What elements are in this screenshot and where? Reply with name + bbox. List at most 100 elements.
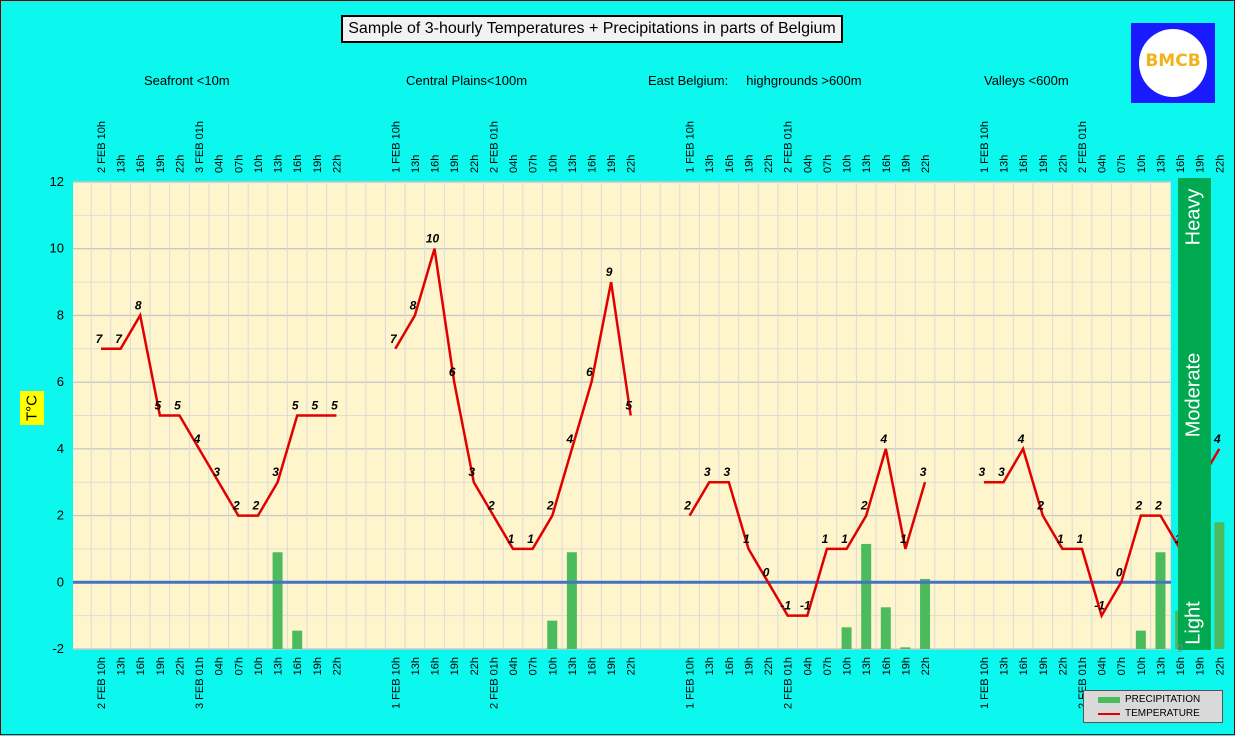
x-tick-label-top: 13h — [999, 155, 1011, 173]
x-tick-label-bottom: 10h — [547, 657, 559, 675]
x-tick-label-bottom: 22h — [174, 657, 186, 675]
x-tick-label-top: 16h — [724, 155, 736, 173]
x-tick-label-bottom: 2 FEB 01h — [783, 657, 795, 709]
intensity-light: Light — [1182, 601, 1205, 645]
precipitation-bar — [900, 647, 911, 649]
x-tick-label-bottom: 07h — [528, 657, 540, 675]
x-tick-label-bottom: 2 FEB 01h — [488, 657, 500, 709]
temperature-data-label: 4 — [566, 432, 574, 446]
temperature-data-label: 5 — [331, 399, 338, 413]
temperature-data-label: -1 — [800, 599, 811, 613]
x-tick-label-bottom: 16h — [587, 657, 599, 675]
x-tick-label-bottom: 19h — [449, 657, 461, 675]
temperature-data-label: 3 — [468, 465, 475, 479]
temperature-data-label: 3 — [704, 465, 711, 479]
x-tick-label-bottom: 19h — [1195, 657, 1207, 675]
temperature-data-label: 1 — [822, 532, 829, 546]
temperature-data-label: 2 — [252, 499, 260, 513]
x-tick-label-top: 19h — [1195, 155, 1207, 173]
x-tick-label-bottom: 22h — [331, 657, 343, 675]
x-tick-label-bottom: 16h — [1018, 657, 1030, 675]
x-tick-label-top: 04h — [508, 155, 520, 173]
temperature-data-label: 2 — [683, 499, 691, 513]
x-tick-label-top: 07h — [822, 155, 834, 173]
x-tick-label-top: 19h — [449, 155, 461, 173]
chart-title: Sample of 3-hourly Temperatures + Precip… — [341, 15, 843, 43]
x-tick-label-bottom: 19h — [1038, 657, 1050, 675]
x-tick-label-bottom: 13h — [567, 657, 579, 675]
x-tick-label-bottom: 2 FEB 10h — [96, 657, 108, 709]
x-tick-label-bottom: 13h — [410, 657, 422, 675]
precipitation-bar — [1135, 630, 1146, 649]
temperature-data-label: 6 — [449, 365, 456, 379]
chart-legend: PRECIPITATION TEMPERATURE — [1083, 690, 1223, 723]
x-tick-label-bottom: 04h — [802, 657, 814, 675]
x-tick-label-bottom: 10h — [253, 657, 265, 675]
x-tick-label-top: 2 FEB 01h — [1077, 121, 1089, 173]
x-tick-label-top: 10h — [1136, 155, 1148, 173]
x-tick-label-top: 16h — [1175, 155, 1187, 173]
x-tick-label-bottom: 1 FEB 10h — [979, 657, 991, 709]
temperature-data-label: 2 — [1154, 499, 1162, 513]
x-tick-label-bottom: 16h — [1175, 657, 1187, 675]
x-tick-label-top: 13h — [410, 155, 422, 173]
x-tick-label-top: 19h — [1038, 155, 1050, 173]
x-tick-label-top: 07h — [1116, 155, 1128, 173]
x-tick-label-top: 1 FEB 10h — [390, 121, 402, 173]
x-tick-label-bottom: 22h — [1057, 657, 1069, 675]
temperature-data-label: 1 — [527, 532, 534, 546]
x-tick-label-top: 1 FEB 10h — [979, 121, 991, 173]
x-tick-label-top: 13h — [861, 155, 873, 173]
x-tick-label-bottom: 13h — [704, 657, 716, 675]
temperature-data-label: -1 — [780, 599, 791, 613]
x-tick-label-bottom: 16h — [292, 657, 304, 675]
temperature-data-label: 3 — [723, 465, 730, 479]
precipitation-bar — [880, 607, 891, 649]
x-tick-label-top: 04h — [214, 155, 226, 173]
bmcb-logo: BMCB — [1131, 23, 1215, 103]
y-tick-label: 2 — [57, 508, 64, 523]
x-tick-label-bottom: 13h — [116, 657, 128, 675]
temperature-data-label: 8 — [135, 298, 142, 312]
temperature-data-label: 8 — [410, 298, 417, 312]
x-tick-label-top: 10h — [253, 155, 265, 173]
x-tick-label-top: 2 FEB 01h — [488, 121, 500, 173]
temperature-data-label: 2 — [546, 499, 554, 513]
x-tick-label-top: 16h — [587, 155, 599, 173]
y-axis-label: T°C — [20, 391, 44, 425]
x-tick-label-bottom: 22h — [1214, 657, 1226, 675]
x-tick-label-top: 13h — [273, 155, 285, 173]
precipitation-bar — [1155, 552, 1166, 649]
temperature-data-label: 2 — [232, 499, 240, 513]
temperature-data-label: 5 — [155, 399, 162, 413]
x-tick-label-top: 22h — [626, 155, 638, 173]
precipitation-bar — [272, 552, 283, 649]
temperature-data-label: -1 — [1094, 599, 1105, 613]
region-title-seafront: Seafront <10m — [144, 73, 230, 88]
x-tick-label-top: 10h — [842, 155, 854, 173]
x-tick-label-top: 16h — [1018, 155, 1030, 173]
x-tick-label-bottom: 07h — [822, 657, 834, 675]
x-tick-label-top: 22h — [1057, 155, 1069, 173]
temperature-data-label: 3 — [272, 465, 279, 479]
x-tick-label-top: 13h — [116, 155, 128, 173]
region-title-central-plains: Central Plains<100m — [406, 73, 528, 88]
precipitation-bar — [861, 543, 872, 649]
y-tick-label: 8 — [57, 307, 64, 322]
temperature-data-label: 9 — [606, 265, 613, 279]
x-tick-label-top: 16h — [881, 155, 893, 173]
temperature-data-label: 1 — [508, 532, 515, 546]
x-tick-label-bottom: 19h — [155, 657, 167, 675]
y-tick-label: 6 — [57, 374, 64, 389]
precipitation-bar — [920, 578, 931, 649]
temperature-data-label: 1 — [841, 532, 848, 546]
temperature-data-label: 3 — [998, 465, 1005, 479]
x-tick-label-top: 13h — [567, 155, 579, 173]
y-tick-label: 12 — [50, 174, 64, 189]
x-tick-label-top: 19h — [312, 155, 324, 173]
logo-circle: BMCB — [1139, 29, 1207, 97]
x-tick-label-top: 04h — [802, 155, 814, 173]
x-tick-label-bottom: 07h — [233, 657, 245, 675]
temperature-data-label: 2 — [1135, 499, 1143, 513]
